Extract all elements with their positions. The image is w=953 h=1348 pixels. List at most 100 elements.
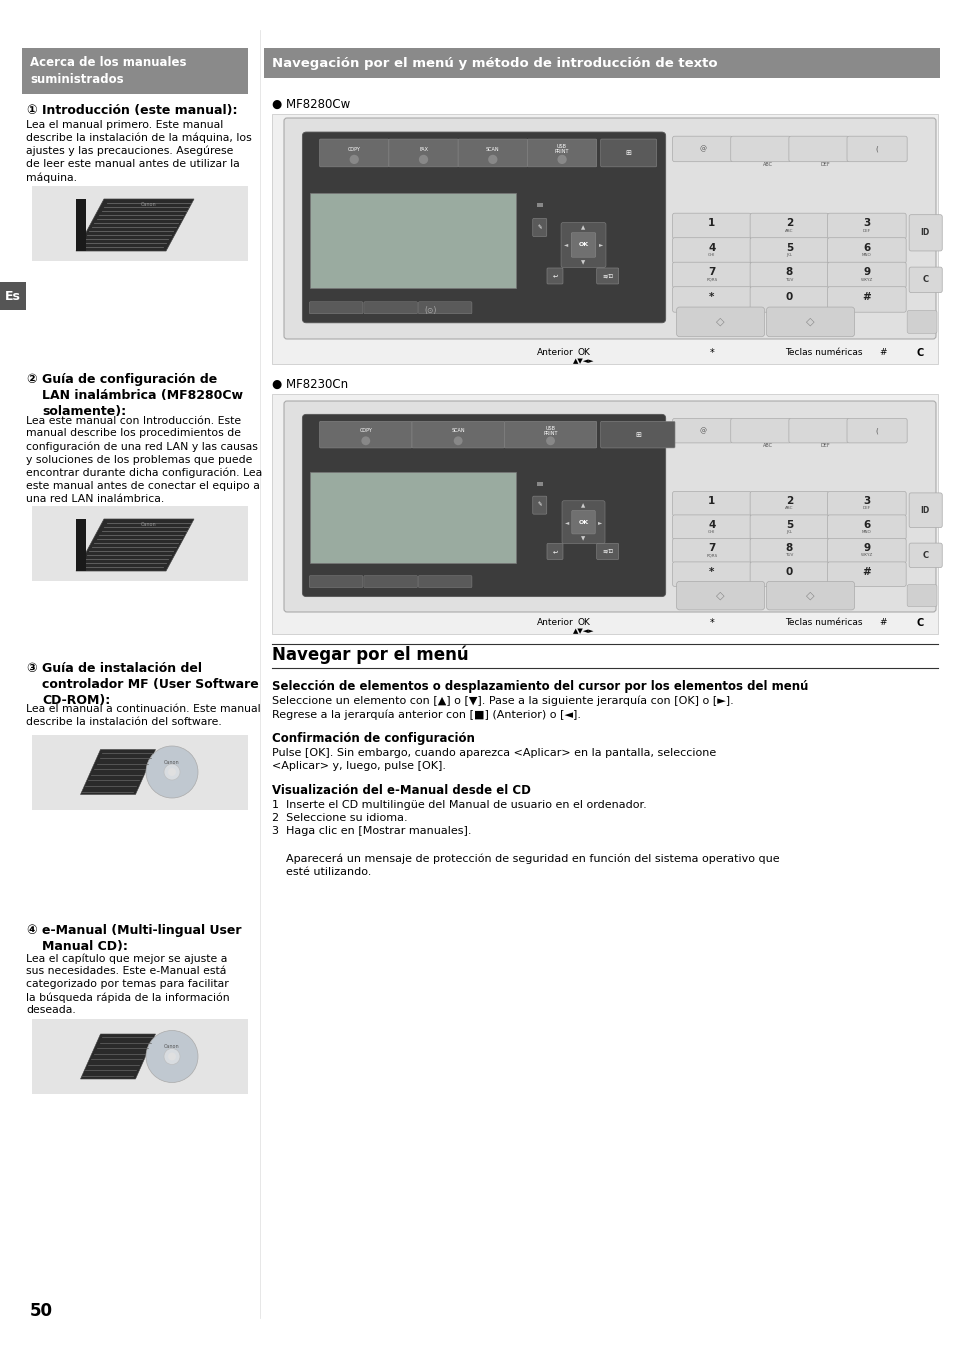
Text: Es: Es (5, 290, 21, 302)
FancyBboxPatch shape (363, 576, 417, 588)
Text: 4: 4 (707, 520, 715, 530)
Text: ABC: ABC (784, 506, 793, 510)
Text: DEF: DEF (821, 443, 830, 448)
Polygon shape (76, 519, 193, 572)
Circle shape (349, 155, 358, 164)
Text: #: # (862, 293, 870, 302)
Text: ①: ① (26, 104, 36, 117)
Text: @: @ (699, 146, 705, 152)
Text: Canon: Canon (164, 759, 179, 764)
FancyBboxPatch shape (309, 576, 362, 588)
FancyBboxPatch shape (906, 585, 936, 607)
Text: 5: 5 (785, 243, 792, 253)
FancyBboxPatch shape (908, 493, 942, 527)
FancyBboxPatch shape (672, 237, 750, 263)
Circle shape (488, 155, 497, 164)
FancyBboxPatch shape (749, 287, 828, 313)
Bar (272, 115, 937, 364)
Text: DEF: DEF (862, 229, 870, 233)
FancyBboxPatch shape (389, 139, 457, 167)
Bar (32, 735, 248, 810)
FancyBboxPatch shape (418, 302, 472, 314)
Circle shape (545, 437, 555, 445)
Text: ⊞: ⊞ (635, 431, 640, 438)
Text: 2: 2 (785, 218, 792, 228)
Text: ABC: ABC (784, 229, 793, 233)
Text: Selección de elementos o desplazamiento del cursor por los elementos del menú: Selección de elementos o desplazamiento … (272, 679, 807, 693)
Text: USB
PRINT: USB PRINT (542, 426, 558, 437)
Text: SCAN: SCAN (451, 429, 464, 434)
Polygon shape (80, 1034, 155, 1078)
FancyBboxPatch shape (561, 500, 604, 543)
Bar (76, 200, 86, 251)
FancyBboxPatch shape (908, 214, 942, 251)
Text: OK: OK (578, 243, 588, 248)
FancyBboxPatch shape (676, 581, 763, 609)
Text: 6: 6 (862, 243, 869, 253)
Polygon shape (80, 749, 155, 794)
FancyBboxPatch shape (596, 543, 618, 559)
FancyBboxPatch shape (827, 538, 905, 563)
FancyBboxPatch shape (302, 414, 665, 597)
FancyBboxPatch shape (749, 213, 828, 239)
Text: C: C (916, 617, 923, 628)
Text: 8: 8 (785, 543, 792, 553)
FancyBboxPatch shape (600, 422, 675, 448)
FancyBboxPatch shape (749, 263, 828, 287)
Text: ◇: ◇ (716, 590, 724, 601)
Text: Guía de configuración de
LAN inalámbrica (MF8280Cw
solamente):: Guía de configuración de LAN inalámbrica… (42, 373, 243, 418)
Text: Teclas numéricas: Teclas numéricas (784, 348, 862, 357)
FancyBboxPatch shape (571, 511, 595, 534)
Text: GHI: GHI (707, 253, 715, 257)
FancyBboxPatch shape (827, 213, 905, 239)
Bar (537, 204, 543, 208)
Text: Visualización del e-Manual desde el CD: Visualización del e-Manual desde el CD (272, 785, 530, 797)
FancyBboxPatch shape (532, 496, 546, 514)
Text: ◄: ◄ (563, 243, 568, 248)
FancyBboxPatch shape (827, 515, 905, 539)
Text: 1: 1 (707, 218, 715, 228)
Bar (32, 186, 248, 260)
Text: 6: 6 (862, 520, 869, 530)
FancyBboxPatch shape (302, 132, 665, 322)
Text: ◇: ◇ (805, 317, 814, 326)
FancyBboxPatch shape (749, 492, 828, 516)
FancyBboxPatch shape (672, 562, 750, 586)
Text: 0: 0 (785, 566, 792, 577)
Text: ▲▼◄►: ▲▼◄► (572, 359, 594, 364)
FancyBboxPatch shape (827, 562, 905, 586)
Circle shape (361, 437, 370, 445)
Text: ►: ► (598, 243, 602, 248)
Text: ▲: ▲ (580, 225, 585, 231)
FancyBboxPatch shape (672, 538, 750, 563)
Text: Navegación por el menú y método de introducción de texto: Navegación por el menú y método de intro… (272, 57, 717, 70)
Text: ✎: ✎ (537, 225, 541, 231)
Bar (32, 506, 248, 581)
Text: ▲: ▲ (580, 503, 585, 508)
Text: 0: 0 (785, 293, 792, 302)
Bar (0, 282, 26, 310)
FancyBboxPatch shape (672, 287, 750, 313)
Circle shape (146, 1030, 198, 1082)
FancyBboxPatch shape (676, 307, 763, 337)
Text: ③: ③ (26, 662, 36, 675)
Text: ≡/⊡: ≡/⊡ (601, 274, 613, 279)
Text: Lea el capítulo que mejor se ajuste a
sus necesidades. Este e-Manual está
catego: Lea el capítulo que mejor se ajuste a su… (26, 953, 230, 1015)
Text: #: # (862, 566, 870, 577)
FancyBboxPatch shape (412, 422, 504, 448)
Text: ▼: ▼ (580, 537, 585, 541)
Bar (76, 519, 86, 572)
Text: PQRS: PQRS (705, 553, 717, 557)
Text: Canon: Canon (141, 522, 156, 527)
Text: 9: 9 (862, 267, 869, 278)
Text: ◄: ◄ (564, 520, 569, 524)
Text: ↩: ↩ (552, 274, 557, 279)
Text: Navegar por el menú: Navegar por el menú (272, 646, 468, 665)
FancyBboxPatch shape (560, 222, 605, 267)
Text: Lea el manual a continuación. Este manual
describe la instalación del software.: Lea el manual a continuación. Este manua… (26, 705, 260, 728)
Text: ▲▼◄►: ▲▼◄► (572, 628, 594, 634)
Text: ↩: ↩ (552, 549, 557, 554)
Text: FAX: FAX (418, 147, 428, 151)
Circle shape (168, 768, 175, 776)
Text: ABC: ABC (761, 443, 772, 448)
